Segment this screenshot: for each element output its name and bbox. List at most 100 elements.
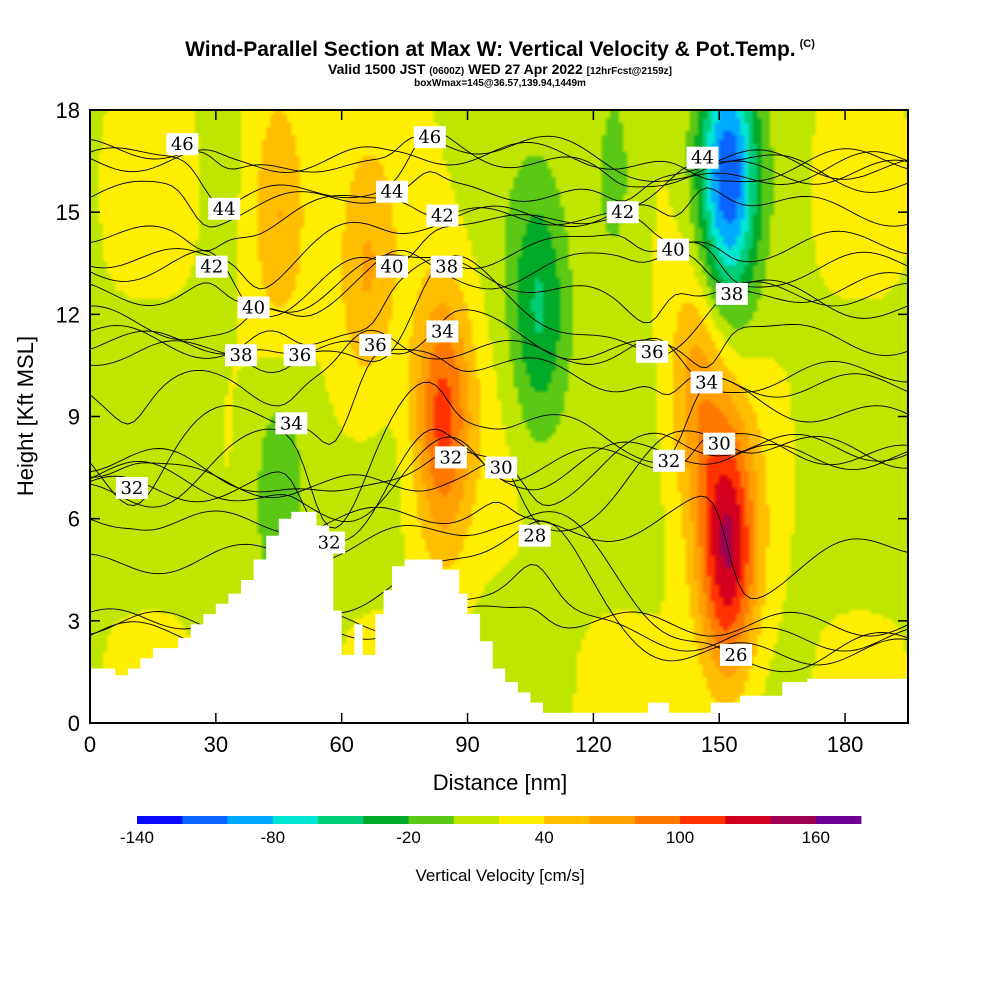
colorbar-swatch [318, 816, 364, 824]
isentrope-label-box [636, 340, 669, 363]
isentrope-label-box [703, 432, 736, 455]
isentrope-label: 46 [166, 133, 199, 156]
isentrope-label-box [166, 133, 199, 156]
isentrope-label-text: 46 [171, 134, 194, 155]
isentrope-label-box [376, 180, 408, 203]
colorbar-swatch [408, 816, 455, 824]
colorbar-tick-label: 40 [535, 828, 554, 847]
isentrope-label-text: 34 [431, 321, 454, 342]
isentrope-label-box [715, 282, 748, 305]
isentrope-label: 30 [703, 432, 736, 455]
isentrope-label-box [115, 477, 148, 499]
isentrope-label-text: 30 [490, 458, 513, 479]
isentrope-label: 32 [313, 531, 346, 554]
forecast-info: [12hrFcst@2159z] [586, 66, 672, 77]
chart-title: Wind-Parallel Section at Max W: Vertical… [0, 38, 1000, 62]
colorbar-swatch [725, 816, 771, 824]
isentrope-label-box [283, 344, 316, 367]
colorbar-swatch [680, 816, 726, 824]
x-axis-label: Distance [nm] [433, 770, 568, 795]
isentrope-label: 40 [237, 296, 270, 319]
valid-utc: (0600Z) [429, 66, 465, 77]
isentrope-label-text: 36 [364, 335, 387, 356]
y-tick-label: 12 [56, 302, 80, 327]
isentrope-label: 46 [413, 126, 446, 149]
isentrope-label-text: 32 [657, 451, 680, 472]
colorbar-tick-label: 160 [802, 828, 830, 847]
colorbar-swatch [815, 816, 862, 824]
isentrope-label: 42 [195, 255, 228, 278]
x-tick-label: 0 [84, 732, 96, 757]
isentrope-label: 38 [225, 344, 257, 367]
isentrope-label-box [485, 456, 518, 479]
isentrope-label: 34 [275, 412, 308, 435]
isentrope-label-box [690, 371, 723, 394]
isentrope-label: 32 [652, 449, 685, 472]
colorbar-swatch [363, 816, 409, 824]
isentrope-line [90, 377, 908, 529]
colorbar-swatch [499, 816, 545, 824]
isentrope-label-text: 46 [418, 127, 441, 148]
isentrope-label: 32 [434, 446, 467, 469]
isentrope-label-text: 34 [280, 413, 303, 434]
isentrope-label-text: 44 [691, 148, 714, 169]
isentrope-label-box [657, 238, 690, 261]
colorbar-tick-label: -80 [260, 828, 285, 847]
colorbar-swatch [634, 816, 681, 824]
isentrope-label: 40 [376, 255, 408, 278]
isentrope-label: 38 [715, 282, 748, 305]
isentrope-line [90, 234, 908, 313]
isentrope-label-text: 36 [288, 345, 311, 366]
isentrope-label-box [313, 531, 346, 554]
colorbar-tick-label: 100 [666, 828, 694, 847]
colorbar: -140 -80 -20 40 100 160 [120, 816, 862, 847]
isentrope-line [90, 329, 908, 425]
valid-prefix: Valid 1500 JST [328, 61, 426, 77]
isentrope-label-box [275, 412, 308, 435]
isentrope-label-box [518, 524, 551, 547]
colorbar-swatch [453, 816, 500, 824]
isentrope-label-text: 34 [695, 372, 718, 393]
x-tick-label: 90 [455, 732, 479, 757]
valid-date: WED 27 Apr 2022 [468, 61, 583, 77]
colorbar-swatch [272, 816, 319, 824]
isentrope-label-box [426, 204, 459, 227]
isentrope-label: 30 [485, 456, 518, 479]
isentrope-line [90, 154, 908, 251]
isentrope-label-text: 32 [318, 533, 341, 554]
y-tick-label: 6 [68, 507, 80, 532]
colorbar-swatch [182, 816, 228, 824]
isentrope-label-text: 42 [611, 202, 634, 223]
terrain [90, 511, 908, 723]
isentrope-label: 34 [426, 320, 459, 343]
copyright-mark: (C) [799, 38, 815, 50]
isentrope-label: 32 [115, 477, 148, 499]
isentrope-label-box [195, 255, 228, 278]
colorbar-tick-label: -20 [396, 828, 421, 847]
y-tick-label: 9 [68, 405, 80, 430]
isentrope-line [90, 495, 908, 599]
x-tick-label: 60 [329, 732, 353, 757]
y-tick-label: 15 [56, 200, 80, 225]
isentrope-label-text: 26 [725, 645, 748, 666]
isentrope-label-box [606, 201, 639, 224]
isentrope-label: 44 [686, 146, 719, 169]
isentrope-label-box [413, 126, 446, 149]
isentrope-label-text: 38 [435, 257, 458, 278]
y-tick-label: 18 [56, 98, 80, 123]
colorbar-label: Vertical Velocity [cm/s] [415, 866, 584, 885]
y-tick-label: 3 [68, 609, 80, 634]
isentrope-label: 28 [518, 524, 551, 547]
isentrope-label-text: 32 [439, 447, 462, 468]
isentrope-label: 42 [426, 204, 459, 227]
isentrope-labels: 46 44 42 40 38 36 34 32 46 44 42 40 38 36 34 32 32 30 28 44… [115, 126, 752, 666]
colorbar-swatch [227, 816, 274, 824]
chart-title-main: Wind-Parallel Section at Max W: Vertical… [185, 38, 796, 61]
valid-time-line: Valid 1500 JST (0600Z) WED 27 Apr 2022 [… [0, 61, 1000, 77]
isentrope-label-box [237, 296, 270, 319]
isentrope-label-text: 44 [381, 182, 404, 203]
isentrope-label: 36 [636, 340, 669, 363]
isentrope-line [90, 511, 908, 673]
isentrope-label-text: 40 [381, 257, 404, 278]
